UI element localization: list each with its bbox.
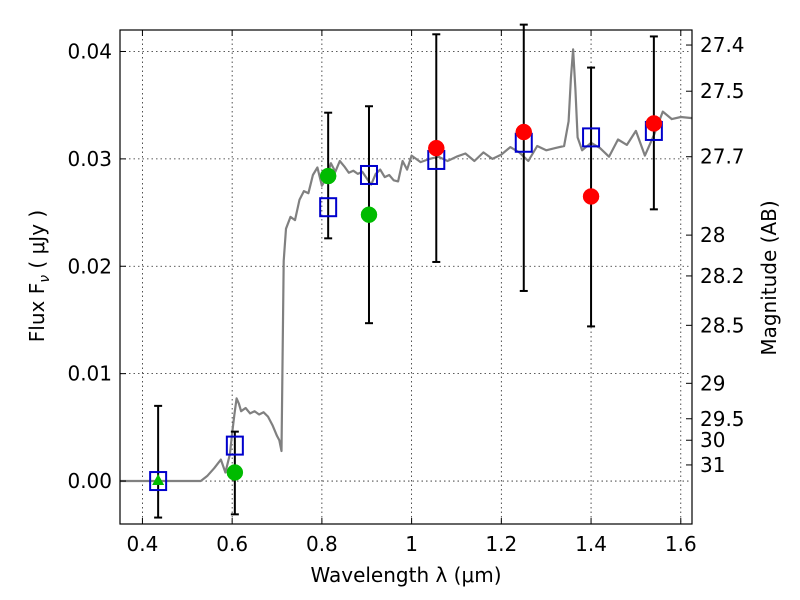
model-photometry-square — [319, 197, 338, 218]
model-spectrum-line — [120, 48, 693, 483]
y-axis-label: Flux Fν ( μJy ) — [25, 210, 53, 342]
y-tick-label: 0.03 — [67, 147, 112, 171]
x-tick-label: 0.6 — [216, 532, 248, 556]
photometry-point — [582, 188, 600, 205]
photometry-point — [428, 139, 445, 157]
y-tick-label: 0.00 — [67, 469, 112, 493]
plot-frame — [119, 29, 693, 525]
y2-tick-label: 27.7 — [700, 145, 745, 169]
photometry-point — [645, 115, 663, 132]
photometry-point — [319, 167, 337, 185]
y2-tick-label: 29 — [700, 371, 725, 395]
y2-tick-label: 28 — [700, 223, 725, 247]
x-tick-label: 1 — [405, 532, 418, 556]
y-axis-label-main: Flux F — [25, 283, 49, 342]
model-photometry-square — [582, 127, 601, 148]
y-tick-label: 0.02 — [67, 254, 112, 278]
y2-tick-label: 27.5 — [700, 79, 745, 103]
x-tick-label: 1.6 — [665, 532, 697, 556]
y-axis-label-unit: ( μJy ) — [25, 210, 49, 275]
x-tick-label: 0.4 — [127, 532, 159, 556]
y2-tick-label: 28.5 — [700, 313, 745, 337]
photometry-point — [360, 206, 378, 223]
model-photometry-square — [149, 471, 168, 492]
y-tick-label: 0.01 — [67, 362, 112, 386]
y-tick-label: 0.04 — [67, 39, 112, 63]
grid-layer — [120, 30, 692, 524]
y-axis-ticks: 0.00 0.01 0.02 0.03 0.04 — [67, 39, 126, 493]
x-tick-label: 1.2 — [485, 532, 517, 556]
model-photometry-square — [359, 164, 378, 185]
y2-axis-label: Magnitude (AB) — [757, 200, 781, 355]
model-photometry-square — [225, 435, 244, 456]
series-layer — [120, 23, 693, 519]
y2-tick-label: 27.4 — [700, 33, 745, 57]
x-tick-label: 0.8 — [306, 532, 338, 556]
y2-tick-label: 28.2 — [700, 264, 745, 288]
y2-tick-label: 29.5 — [700, 407, 745, 431]
y-axis-label-sub: ν — [37, 275, 53, 283]
x-axis-label: Wavelength λ (μm) — [310, 563, 501, 587]
photometry-point — [515, 123, 533, 141]
photometry-point — [226, 464, 244, 481]
y2-tick-label: 31 — [700, 453, 725, 477]
upper-limit-triangle — [152, 474, 165, 486]
x-axis-ticks: 0.4 0.6 0.8 1 1.2 1.4 1.6 — [127, 30, 697, 556]
x-tick-label: 1.4 — [575, 532, 607, 556]
y2-tick-label: 30 — [700, 428, 725, 452]
